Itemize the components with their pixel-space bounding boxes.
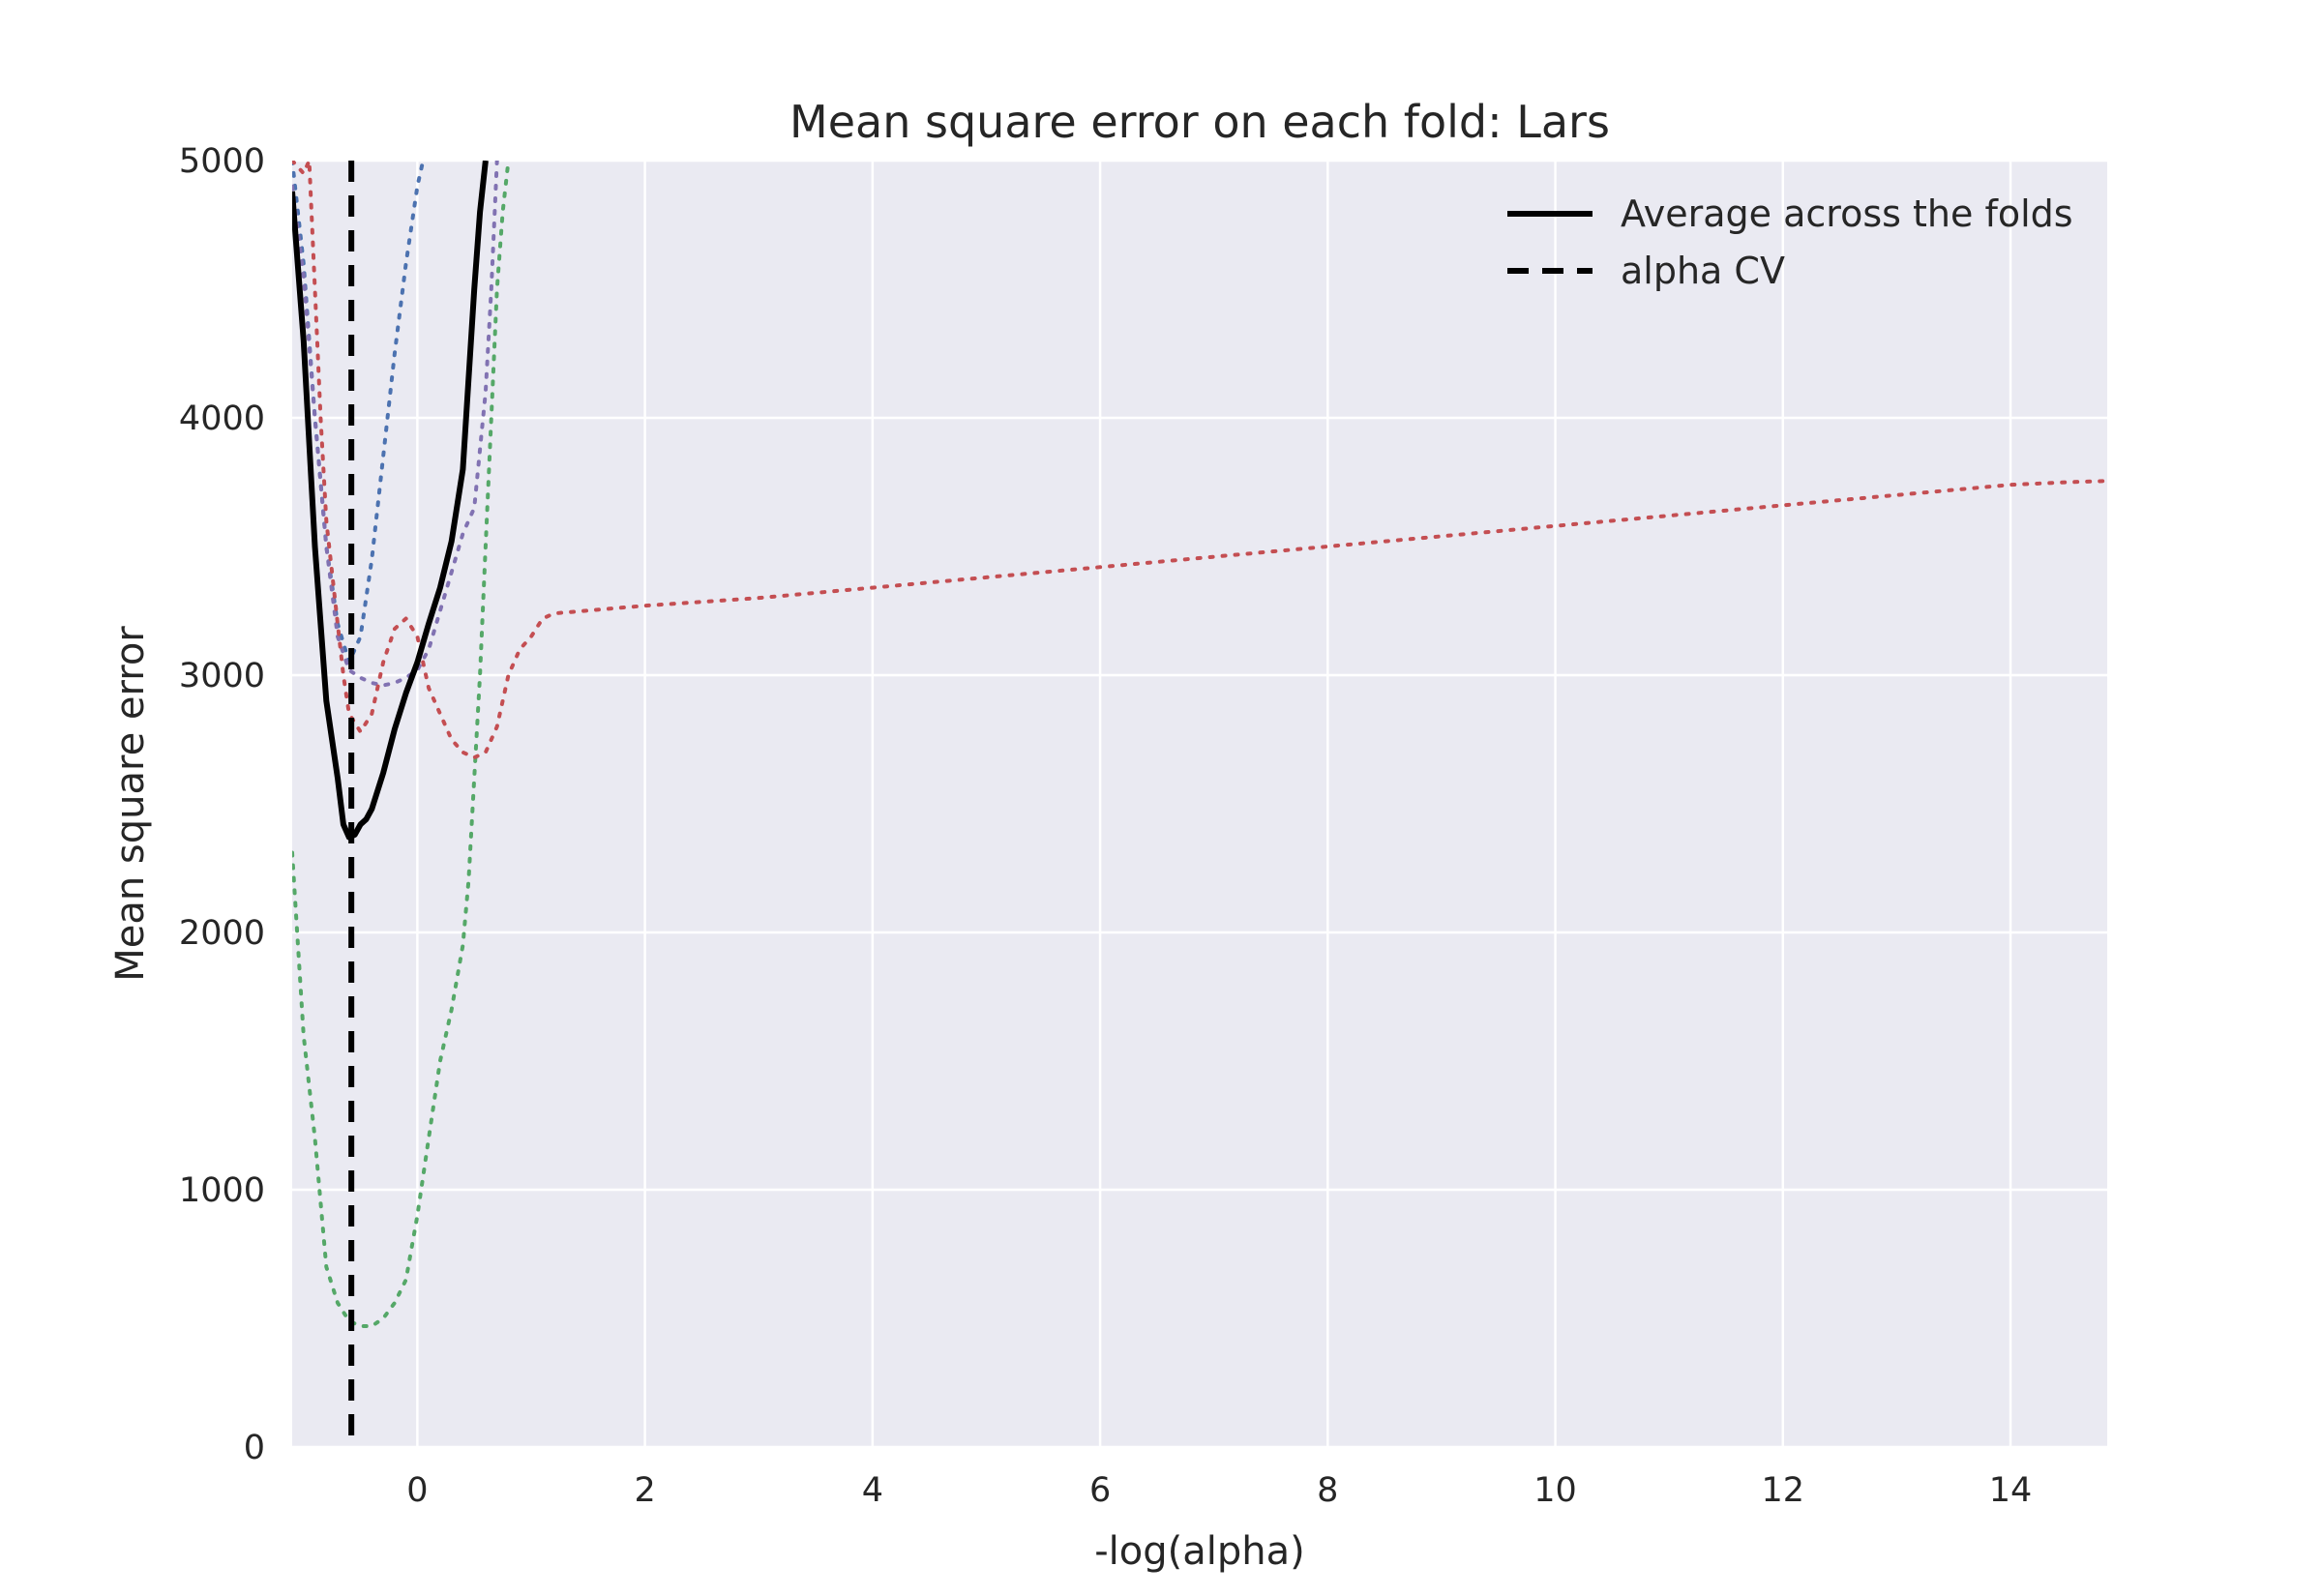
x-tick-label: 8 [1317,1471,1338,1510]
plot-area [292,161,2107,1447]
y-tick-label: 4000 [179,399,265,438]
x-tick-label: 0 [406,1471,428,1510]
y-tick-labels: 0 1000 2000 3000 4000 5000 [179,142,265,1467]
gridlines [292,159,2107,1449]
legend-average-label: Average across the folds [1621,192,2073,235]
y-axis-label: Mean square error [108,626,153,982]
y-tick-label: 3000 [179,657,265,695]
fold-mse-line [292,161,499,688]
legend: Average across the folds alpha CV [1507,192,2073,292]
y-tick-label: 0 [244,1429,265,1467]
x-tick-label: 10 [1533,1471,1577,1510]
x-tick-label: 12 [1762,1471,1805,1510]
fold-mse-line [292,161,2107,760]
y-tick-label: 5000 [179,142,265,181]
x-tick-label: 6 [1089,1471,1111,1510]
y-tick-label: 2000 [179,914,265,953]
fold-mse-line [292,161,426,665]
x-tick-label: 14 [1989,1471,2033,1510]
y-tick-label: 1000 [179,1171,265,1210]
average-mse-line [292,161,489,841]
x-tick-labels: 0 2 4 6 8 10 12 14 [406,1471,2032,1510]
x-tick-label: 2 [634,1471,655,1510]
x-tick-label: 4 [862,1471,883,1510]
series-layer [292,161,2107,1328]
legend-alpha-cv-label: alpha CV [1621,250,1785,292]
x-axis-label: -log(alpha) [1094,1529,1305,1574]
chart-title: Mean square error on each fold: Lars [789,96,1610,148]
